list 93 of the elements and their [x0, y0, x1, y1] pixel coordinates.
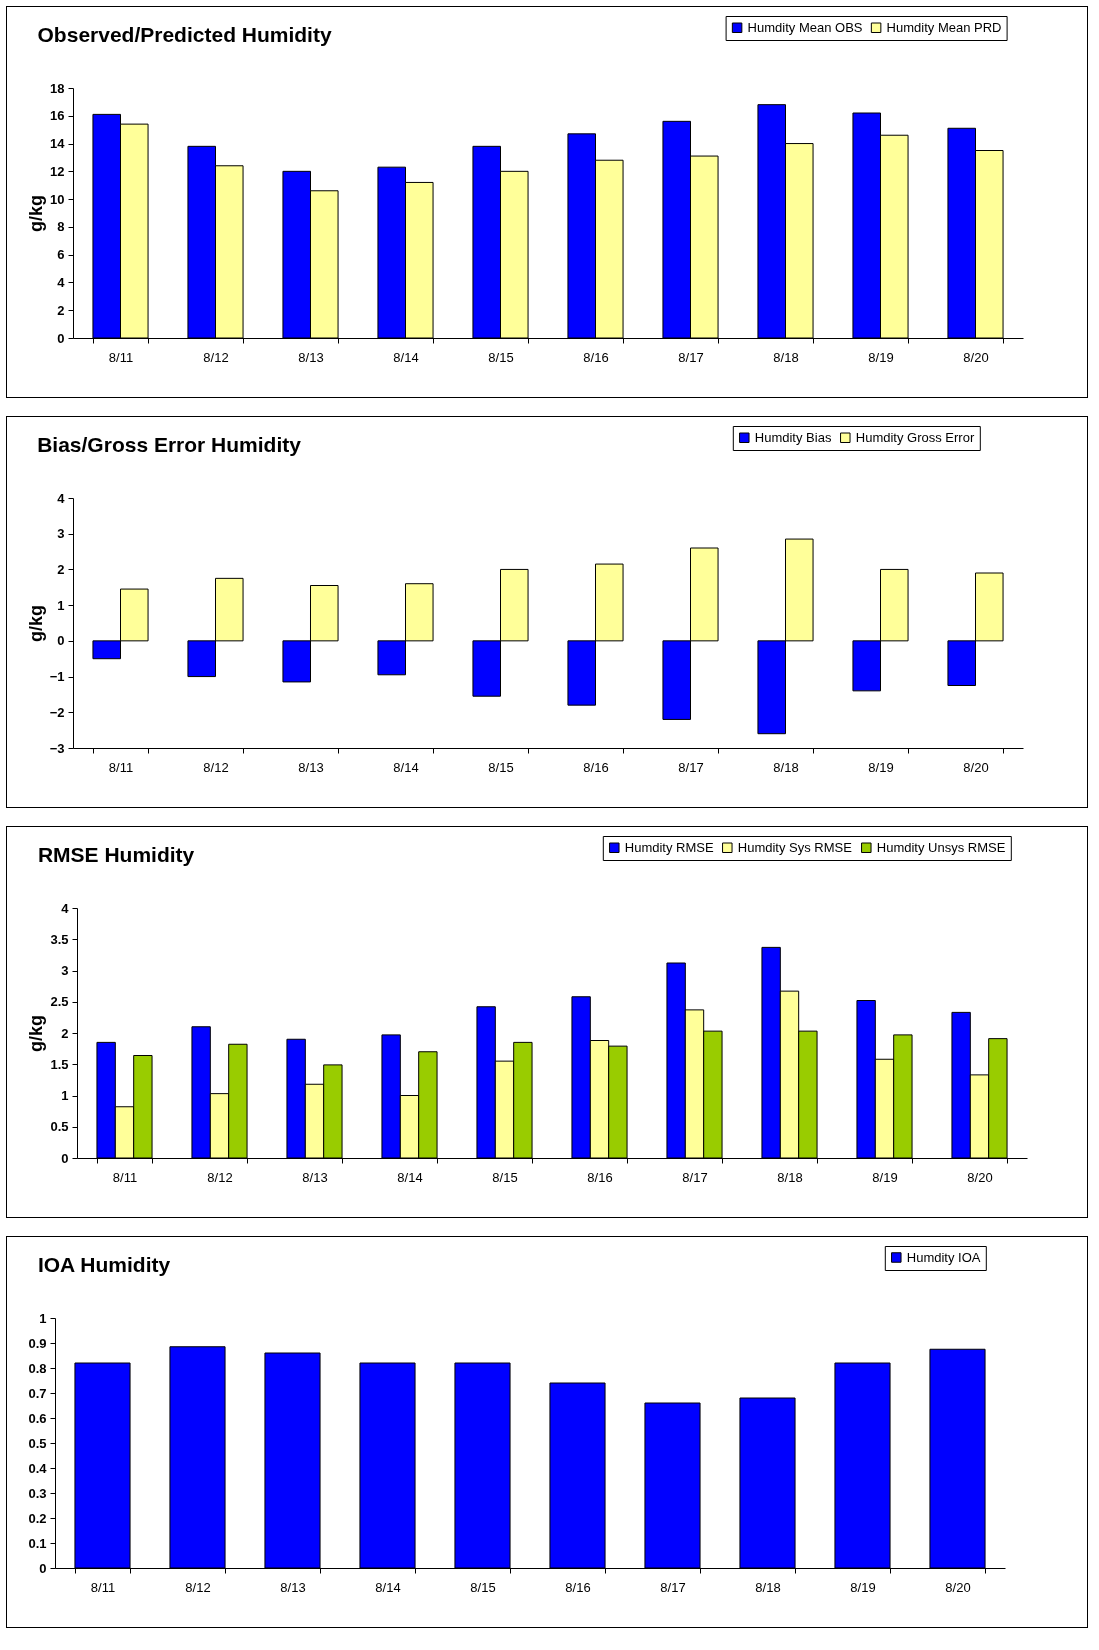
y-tick-label: 16 [50, 108, 65, 124]
y-tick-label: 0 [57, 633, 65, 649]
legend-label: Humdity Bias [754, 429, 832, 445]
y-tick-label: 14 [50, 136, 66, 152]
y-tick-label: 1.5 [50, 1056, 69, 1072]
y-tick-label: 4 [57, 490, 66, 506]
y-tick-label: 0 [61, 1150, 69, 1166]
x-tick-label: 8/13 [302, 1169, 328, 1185]
y-tick-label: 0.7 [28, 1385, 47, 1401]
y-tick-label: 2.5 [50, 994, 69, 1010]
y-tick-label: −2 [49, 704, 65, 720]
legend-label: Humdity Unsys RMSE [876, 839, 1006, 855]
legend-label: Humdity Sys RMSE [737, 839, 853, 855]
x-tick-label: 8/17 [660, 1579, 686, 1595]
x-tick-label: 8/14 [393, 349, 419, 365]
x-tick-label: 8/11 [90, 1579, 116, 1595]
x-tick-label: 8/11 [112, 1169, 138, 1185]
x-tick-label: 8/20 [963, 759, 989, 775]
y-tick-label: 1 [57, 597, 65, 613]
x-tick-label: 8/16 [587, 1169, 613, 1185]
y-tick-label: 2 [61, 1025, 69, 1041]
x-tick-label: 8/17 [678, 349, 704, 365]
x-tick-label: 8/14 [397, 1169, 423, 1185]
y-tick-label: 0.5 [50, 1119, 69, 1135]
x-tick-label: 8/16 [565, 1579, 591, 1595]
x-tick-label: 8/12 [185, 1579, 211, 1595]
x-tick-label: 8/12 [203, 349, 229, 365]
y-tick-label: −1 [49, 669, 65, 685]
y-tick-label: 0.2 [28, 1510, 47, 1526]
x-tick-label: 8/12 [207, 1169, 233, 1185]
y-tick-label: 6 [57, 247, 65, 263]
y-tick-label: 3.5 [50, 931, 69, 947]
y-tick-label: 10 [50, 191, 65, 207]
y-tick-label: 3 [61, 963, 69, 978]
x-tick-label: 8/18 [755, 1579, 781, 1595]
x-tick-label: 8/15 [488, 759, 514, 775]
y-tick-label: 0.1 [28, 1535, 47, 1551]
y-tick-label: 0.8 [28, 1360, 47, 1376]
y-tick-label: 2 [57, 302, 65, 318]
y-tick-label: 0.4 [28, 1460, 48, 1476]
legend-label: Humdity Gross Error [855, 429, 975, 445]
x-tick-label: 8/13 [298, 349, 324, 365]
x-tick-label: 8/15 [488, 349, 514, 365]
legend-label: Humdity IOA [906, 1249, 981, 1265]
y-tick-label: 0.9 [28, 1335, 47, 1351]
x-tick-label: 8/20 [967, 1169, 993, 1185]
y-tick-label: 4 [61, 900, 70, 916]
chart-title: IOA Humidity [37, 1252, 171, 1276]
x-tick-label: 8/19 [850, 1579, 876, 1595]
x-tick-label: 8/19 [868, 759, 894, 775]
x-tick-label: 8/16 [583, 349, 609, 365]
legend-label: Humdity RMSE [624, 839, 714, 855]
x-tick-label: 8/20 [963, 349, 989, 365]
x-tick-label: 8/11 [108, 759, 134, 775]
y-axis-title: g/kg [26, 194, 47, 233]
legend-label: Humdity Mean PRD [886, 19, 1002, 35]
x-tick-label: 8/13 [298, 759, 324, 775]
y-tick-label: 0 [39, 1560, 47, 1576]
y-tick-label: 4 [57, 274, 66, 290]
chart-title: Observed/Predicted Humidity [37, 22, 332, 46]
y-tick-label: 12 [50, 163, 65, 179]
y-tick-label: −3 [49, 740, 65, 756]
x-tick-label: 8/20 [945, 1579, 971, 1595]
x-tick-label: 8/18 [773, 349, 799, 365]
x-tick-label: 8/16 [583, 759, 609, 775]
y-tick-label: 0.6 [28, 1410, 47, 1426]
x-tick-label: 8/14 [393, 759, 419, 775]
x-tick-label: 8/15 [492, 1169, 518, 1185]
x-tick-label: 8/13 [280, 1579, 306, 1595]
x-tick-label: 8/19 [868, 349, 894, 365]
y-tick-label: 1 [61, 1088, 69, 1103]
x-tick-label: 8/15 [470, 1579, 496, 1595]
legend-label: Humdity Mean OBS [747, 19, 863, 35]
x-tick-label: 8/18 [773, 759, 799, 775]
y-tick-label: 2 [57, 561, 65, 577]
y-tick-label: 0.3 [28, 1485, 47, 1501]
y-tick-label: 0 [57, 330, 65, 346]
x-tick-label: 8/19 [872, 1169, 898, 1185]
y-tick-label: 8 [57, 219, 65, 235]
x-tick-label: 8/14 [375, 1579, 401, 1595]
chart-title: RMSE Humidity [37, 842, 195, 866]
y-tick-label: 18 [50, 80, 65, 96]
y-axis-title: g/kg [25, 604, 46, 643]
x-tick-label: 8/17 [678, 759, 704, 775]
y-axis-title: g/kg [26, 1014, 47, 1053]
x-tick-label: 8/12 [203, 759, 229, 775]
chart-title: Bias/Gross Error Humidity [37, 432, 302, 456]
y-tick-label: 1 [39, 1310, 47, 1326]
y-tick-label: 0.5 [28, 1435, 47, 1451]
x-tick-label: 8/17 [682, 1169, 708, 1185]
x-tick-label: 8/11 [108, 349, 134, 365]
y-tick-label: 3 [57, 526, 65, 542]
x-tick-label: 8/18 [777, 1169, 803, 1185]
